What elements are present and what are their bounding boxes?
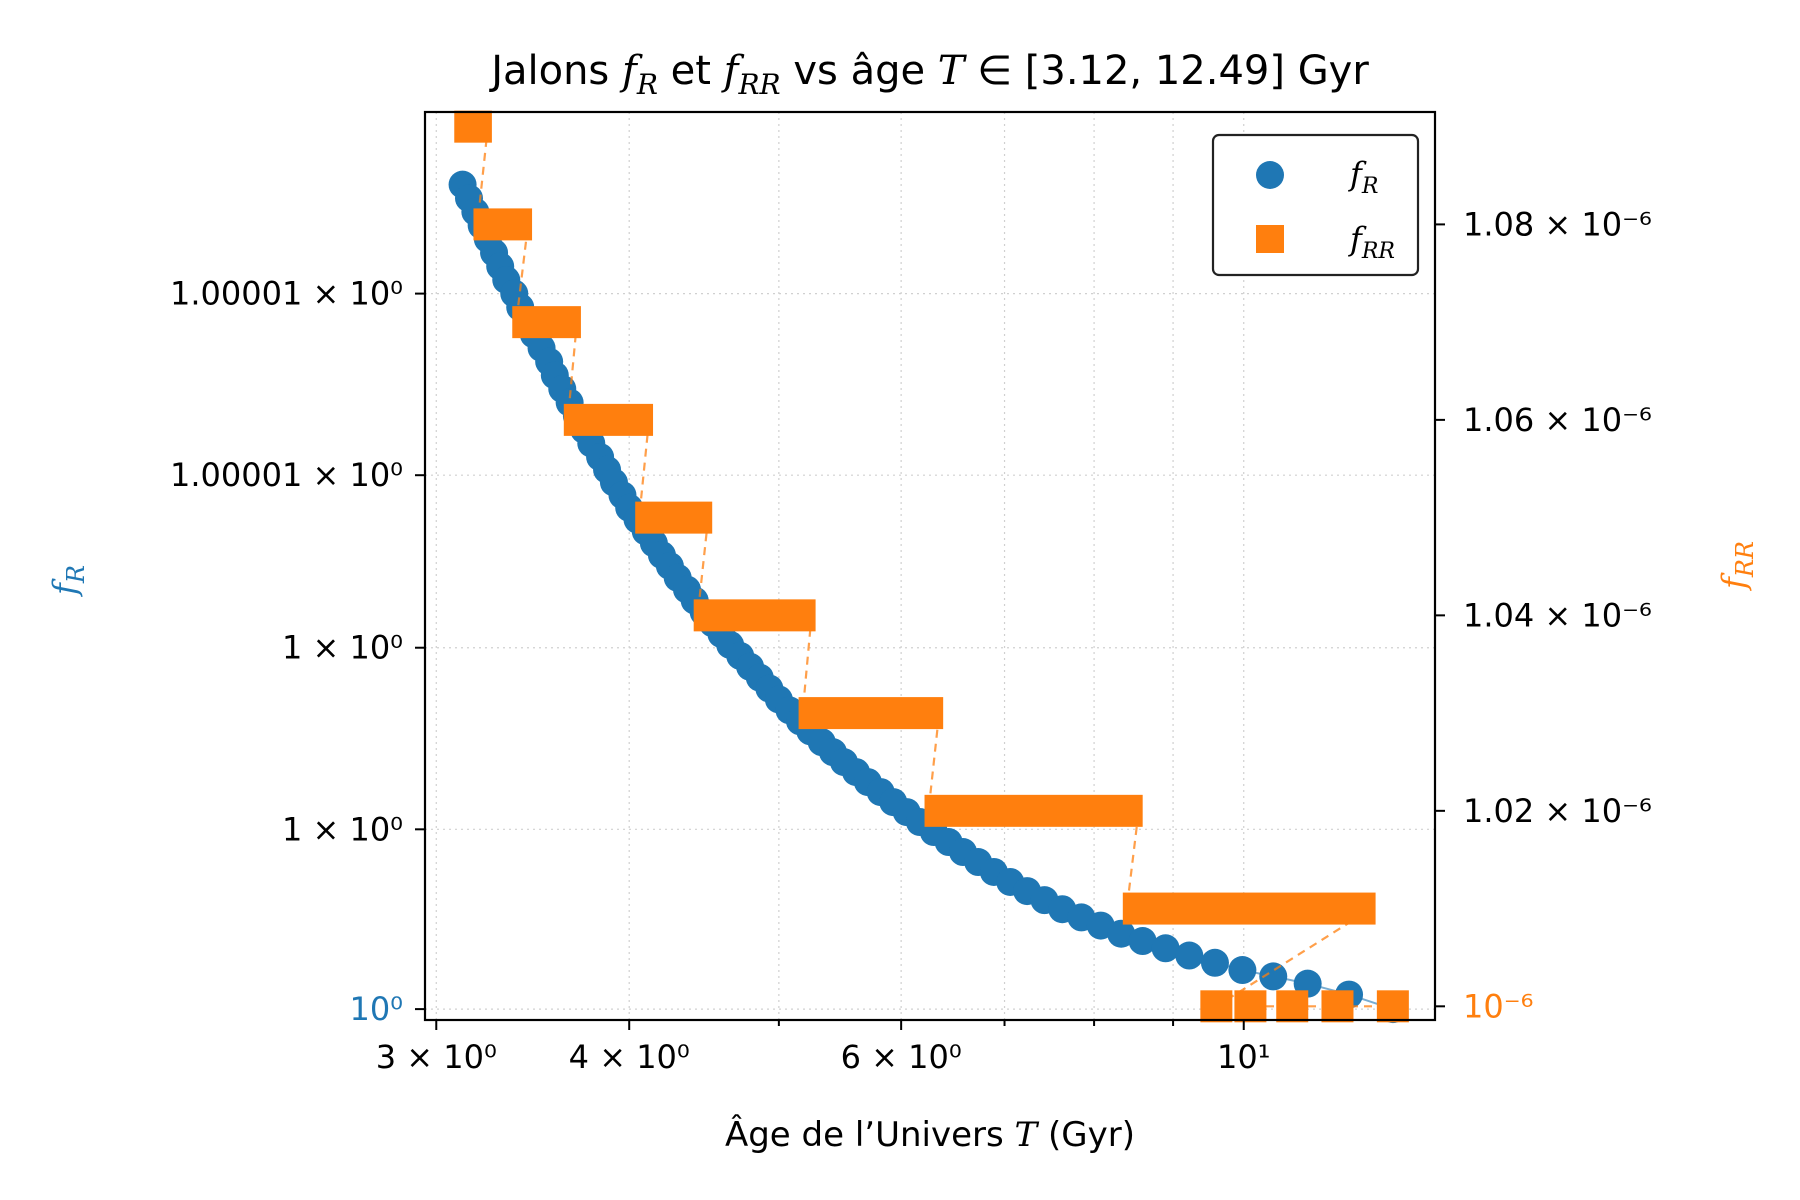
legend-marker-fRR	[1256, 225, 1284, 253]
x-tick-label: 3 × 10⁰	[376, 1038, 497, 1076]
chart-title: Jalons fR et fRR vs âge T ∈ [3.12, 12.49…	[488, 48, 1369, 101]
y-right-tick-label: 10⁻⁶	[1463, 987, 1533, 1025]
fRR-step-band	[473, 208, 533, 241]
y-right-tick-label: 1.04 × 10⁻⁶	[1463, 596, 1652, 634]
fR-point	[1151, 934, 1180, 963]
fRR-point	[1376, 990, 1409, 1023]
y-left-tick-label: 1.00001 × 10⁰	[170, 456, 403, 494]
fR-point	[1175, 941, 1204, 970]
plot-area-series	[448, 110, 1409, 1024]
fRR-step-band	[454, 110, 492, 143]
axis-ticks: 3 × 10⁰ 4 × 10⁰ 6 × 10⁰ 10¹ 10⁰ 1 × 10⁰ 1 × 10…	[170, 205, 1652, 1076]
fRR-step-band	[635, 501, 713, 534]
fR-line	[461, 184, 1394, 1011]
fRR-point	[1200, 990, 1233, 1023]
legend: fR fRR	[1211, 133, 1420, 277]
y-left-tick-label: 1 × 10⁰	[282, 810, 403, 848]
y-left-tick-label: 1 × 10⁰	[282, 629, 403, 667]
fR-point	[1107, 919, 1136, 948]
x-tick-label: 10¹	[1217, 1038, 1271, 1076]
fRR-step-band	[798, 697, 944, 730]
x-tick-label: 4 × 10⁰	[569, 1038, 690, 1076]
fR-point	[1128, 927, 1157, 956]
y-right-tick-label: 1.02 × 10⁻⁶	[1463, 792, 1652, 830]
fRR-step-band	[1122, 892, 1376, 925]
fR-point	[1200, 948, 1229, 977]
fR-point	[1259, 962, 1288, 991]
y-right-tick-label: 1.08 × 10⁻⁶	[1463, 205, 1652, 243]
y-axis-right-label: fRR	[1715, 541, 1759, 591]
fRR-point	[1321, 990, 1354, 1023]
x-axis-label: Âge de l’Univers T (Gyr)	[725, 1114, 1135, 1155]
y-right-tick-label: 1.06 × 10⁻⁶	[1463, 401, 1652, 439]
fRR-step-band	[693, 599, 816, 632]
y-axis-left-label: fR	[46, 565, 90, 597]
x-tick-label: 6 × 10⁰	[841, 1038, 962, 1076]
fRR-step-band	[563, 403, 654, 436]
fR-point	[1228, 956, 1257, 985]
fRR-point	[1276, 990, 1309, 1023]
y-left-tick-label: 1.00001 × 10⁰	[170, 275, 403, 313]
fRR-step-band	[512, 306, 581, 339]
fRR-step-band	[924, 794, 1143, 827]
legend-marker-fR	[1256, 161, 1284, 189]
fRR-point	[1234, 990, 1267, 1023]
plot-frame	[423, 110, 1437, 1022]
y-left-tick-label: 10⁰	[349, 990, 403, 1028]
